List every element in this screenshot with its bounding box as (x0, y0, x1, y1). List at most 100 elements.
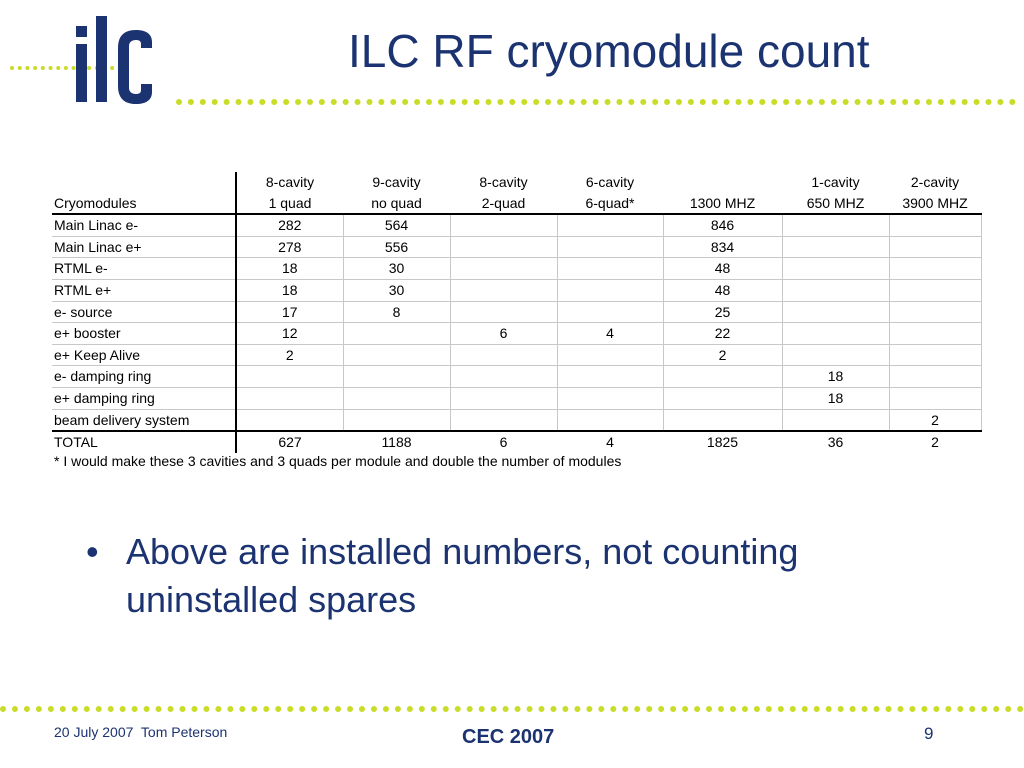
table-cell (663, 409, 783, 433)
table-cell: 2 (663, 344, 783, 367)
table-cell: 282 (236, 214, 344, 237)
table-cell: 3900 MHZ (889, 192, 981, 216)
table-cell: 834 (663, 236, 783, 259)
table-total-row: TOTAL 627 1188 6 4 1825 36 2 (52, 431, 981, 453)
table-cell (782, 279, 890, 302)
table-cell: 6 (450, 322, 558, 345)
table-cell (343, 365, 451, 388)
page-number: 9 (924, 724, 934, 743)
row-label: e+ damping ring (52, 387, 237, 410)
table-row: Main Linac e+ 278 556 834 (52, 236, 982, 259)
table-cell: 4 (606, 434, 614, 451)
table-row: e- damping ring 18 (52, 365, 982, 388)
table-cell (450, 214, 558, 237)
table-cell (782, 344, 890, 367)
table-cell (236, 409, 344, 433)
table-cell (450, 344, 558, 367)
row-label: Main Linac e- (52, 214, 237, 237)
table-cell (889, 387, 982, 410)
table-cell (782, 214, 890, 237)
table-cell: 30 (343, 279, 451, 302)
bottom-dotted-line (0, 706, 1024, 712)
cryomodule-table: 8-cavity 9-cavity 8-cavity 6-cavity 1-cavity… (52, 172, 982, 453)
bullet-text: Above are installed numbers, not countin… (126, 531, 799, 620)
table-cell: 48 (663, 257, 783, 280)
table-cell: 564 (343, 214, 451, 237)
table-header-row: 8-cavity 9-cavity 8-cavity 6-cavity 1-cavity… (52, 172, 981, 193)
table-cell (236, 365, 344, 388)
table-cell (557, 409, 664, 433)
table-cell: 48 (663, 279, 783, 302)
table-cell: 556 (343, 236, 451, 259)
table-cell (663, 365, 783, 388)
table-cell (450, 236, 558, 259)
table-cell (889, 257, 982, 280)
table-cell (343, 344, 451, 367)
table-cell: 36 (827, 434, 844, 451)
table-cell: 18 (236, 279, 344, 302)
table-footnote: * I would make these 3 cavities and 3 qu… (54, 453, 622, 469)
table-cell (557, 236, 664, 259)
table-cell (557, 279, 664, 302)
table-cell: 2 (931, 434, 939, 451)
table-cell: 8-cavity (479, 174, 528, 190)
bullet-symbol: • (86, 531, 99, 572)
table-cell (557, 301, 664, 324)
table-cell: 278 (236, 236, 344, 259)
table-cell: 12 (236, 322, 344, 345)
table-cell (557, 387, 664, 410)
table-cell (782, 322, 890, 345)
footer-event: CEC 2007 (462, 726, 555, 748)
table-cell: 1188 (381, 434, 412, 451)
row-label: e+ Keep Alive (52, 344, 237, 367)
row-label: e- source (52, 301, 237, 324)
table-cell (889, 214, 982, 237)
row-label: RTML e- (52, 257, 237, 280)
table-cell (889, 365, 982, 388)
table-cell (889, 322, 982, 345)
table-cell: 627 (278, 434, 302, 451)
row-label: e- damping ring (52, 365, 237, 388)
table-row: beam delivery system 2 (52, 409, 982, 433)
table-cell: 6-quad* (557, 192, 663, 216)
row-label: Cryomodules (52, 192, 237, 216)
table-cell (782, 409, 890, 433)
table-cell (450, 279, 558, 302)
table-cell (557, 257, 664, 280)
footer-date-author: 20 July 2007 Tom Peterson (54, 724, 228, 740)
row-label: RTML e+ (52, 279, 237, 302)
table-cell (450, 365, 558, 388)
bullet-point: • Above are installed numbers, not count… (86, 528, 916, 624)
table-cell: 8-cavity (265, 174, 315, 190)
table-cell: 17 (236, 301, 344, 324)
top-dotted-line (176, 99, 1016, 105)
table-cell (663, 172, 782, 193)
table-cell (343, 409, 451, 433)
table-cell: 650 MHZ (782, 192, 889, 216)
table-cell: 6 (499, 434, 508, 451)
table-row: RTML e+ 18 30 48 (52, 279, 982, 302)
slide-title: ILC RF cryomodule count (348, 25, 870, 77)
table-cell (450, 301, 558, 324)
table-cell: 1 quad (236, 192, 343, 216)
table-row: e+ Keep Alive 2 2 (52, 344, 982, 367)
table-cell: 2-cavity (910, 174, 960, 190)
table-row: RTML e- 18 30 48 (52, 257, 982, 280)
table-cell (782, 236, 890, 259)
table-cell: 846 (663, 214, 783, 237)
row-label: Main Linac e+ (52, 236, 237, 259)
table-cell: 4 (557, 322, 664, 345)
table-cell (343, 387, 451, 410)
table-cell: 2 (236, 344, 344, 367)
table-cell: 1825 (706, 434, 739, 451)
table-cell (236, 387, 344, 410)
table-cell: 1-cavity (811, 174, 860, 190)
table-cell: 2 (889, 409, 982, 433)
table-cell (889, 301, 982, 324)
table-cell (450, 257, 558, 280)
row-label: e+ booster (52, 322, 237, 345)
table-cell (663, 387, 783, 410)
ilc-logo (76, 16, 152, 104)
table-cell (557, 344, 664, 367)
table-cell: 18 (782, 387, 890, 410)
